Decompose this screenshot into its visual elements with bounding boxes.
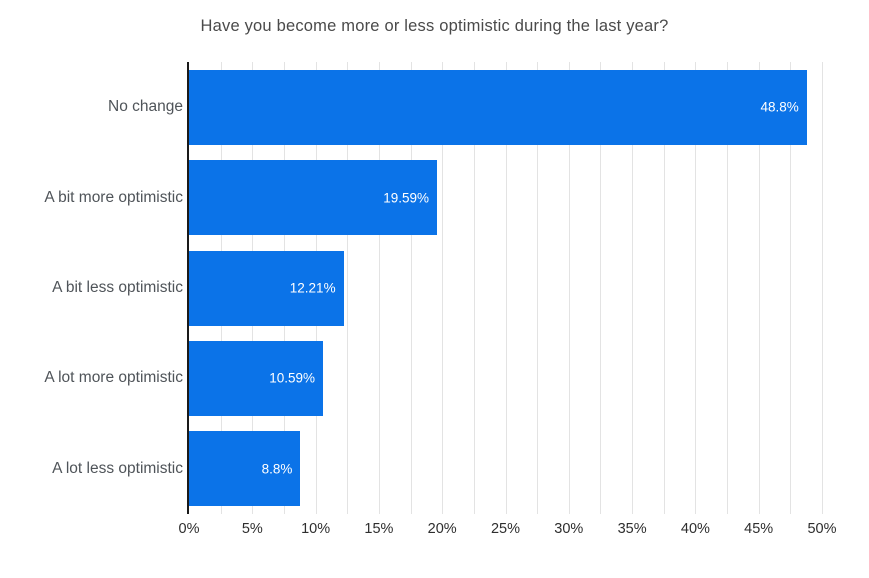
x-tick-label: 5% [241, 521, 263, 537]
x-tick-label: 30% [554, 521, 584, 537]
gridline [600, 62, 602, 514]
category-label: A lot more optimistic [44, 369, 183, 387]
gridline [442, 62, 444, 514]
gridline [790, 62, 792, 514]
bar-value-label: 10.59% [269, 370, 316, 386]
plot-area: 48.8% 19.59% 12.21% 10.59% 8.8% [187, 62, 823, 514]
category-label: A bit more optimistic [44, 188, 183, 206]
bar-value-label: 19.59% [383, 190, 429, 206]
y-axis-line [187, 62, 189, 514]
gridline [410, 62, 412, 514]
gridline [505, 62, 507, 514]
gridline [537, 62, 539, 514]
gridline [727, 62, 729, 514]
category-label: A lot less optimistic [52, 459, 183, 477]
bar-value-label: 12.21% [289, 280, 336, 296]
chart-title: Have you become more or less optimistic … [200, 17, 669, 35]
x-tick-label: 35% [617, 521, 647, 537]
x-tick-label: 45% [744, 521, 774, 537]
gridline [473, 62, 475, 514]
x-tick-label: 20% [427, 521, 457, 537]
gridline [663, 62, 665, 514]
x-tick-label: 50% [807, 521, 837, 537]
gridline [347, 62, 349, 514]
x-tick-label: 10% [301, 521, 331, 537]
bar-value-label: 48.8% [760, 99, 799, 115]
bar: 8.8% [189, 431, 301, 507]
category-label: No change [108, 98, 183, 116]
gridline [822, 62, 823, 514]
bar: 19.59% [189, 160, 437, 236]
bar: 12.21% [189, 250, 344, 326]
x-tick-label: 25% [490, 521, 521, 537]
gridline [378, 62, 380, 514]
gridline [568, 62, 570, 514]
bar: 48.8% [189, 69, 807, 145]
category-label: A bit less optimistic [52, 279, 183, 296]
gridline [758, 62, 760, 514]
gridline [632, 62, 634, 514]
x-tick-label: 15% [364, 521, 394, 537]
gridline [695, 62, 697, 514]
bar-value-label: 8.8% [261, 461, 293, 477]
x-tick-label: 0% [178, 521, 200, 537]
x-tick-label: 40% [680, 521, 710, 537]
bar: 10.59% [189, 340, 324, 416]
